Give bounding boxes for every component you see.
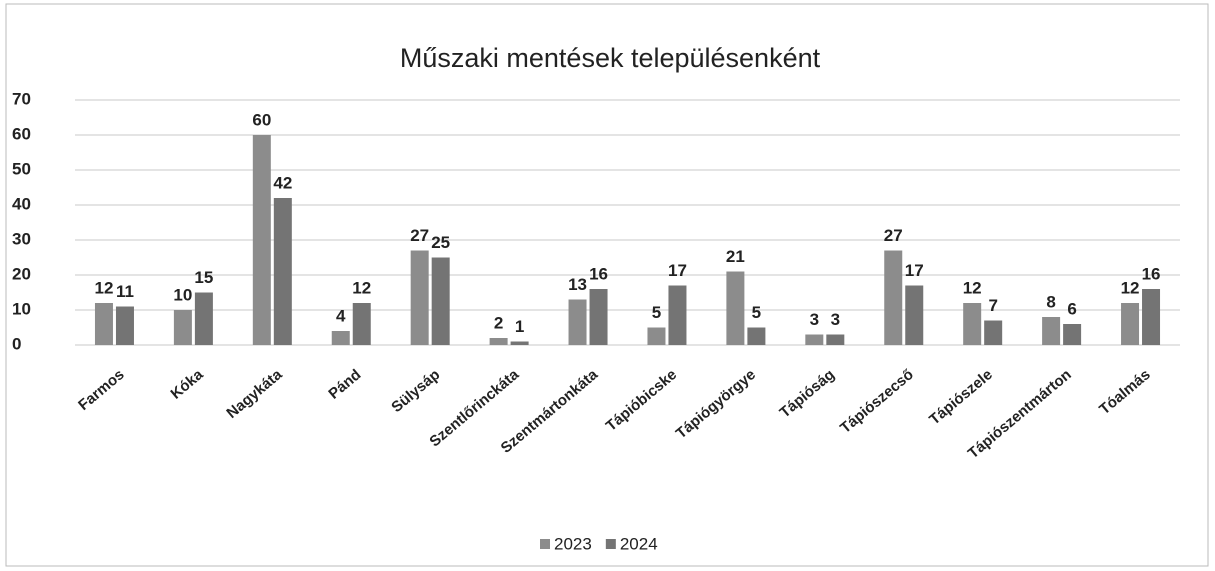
data-label: 3 xyxy=(831,310,840,329)
bar xyxy=(352,303,371,345)
y-tick-label: 50 xyxy=(12,159,31,178)
data-label: 4 xyxy=(336,306,346,325)
legend-label: 2024 xyxy=(620,534,658,553)
bar xyxy=(489,338,508,345)
legend-swatch xyxy=(540,539,550,549)
data-label: 6 xyxy=(1067,299,1076,318)
bar xyxy=(884,250,903,345)
bar xyxy=(984,320,1003,345)
chart-title: Műszaki mentések településenként xyxy=(400,43,821,73)
data-label: 8 xyxy=(1046,292,1055,311)
data-label: 16 xyxy=(1142,264,1161,283)
legend-swatch xyxy=(605,539,616,549)
bar xyxy=(1063,324,1082,345)
data-label: 10 xyxy=(173,285,192,304)
data-label: 27 xyxy=(884,226,903,245)
y-tick-label: 60 xyxy=(12,124,31,143)
y-tick-label: 0 xyxy=(12,334,21,353)
x-tick-label: Tápiószecső xyxy=(837,366,917,437)
bar xyxy=(1121,303,1140,345)
x-tick-label: Tápióbicske xyxy=(603,366,680,435)
data-label: 13 xyxy=(568,275,587,294)
bar xyxy=(273,198,292,345)
x-tick-label: Pánd xyxy=(325,366,364,403)
bar xyxy=(1042,317,1061,345)
data-label: 5 xyxy=(652,303,661,322)
bar xyxy=(410,250,429,345)
y-tick-label: 10 xyxy=(12,299,31,318)
bar xyxy=(963,303,982,345)
bar xyxy=(115,306,134,345)
chart-border xyxy=(5,3,1209,567)
x-tick-label: Tápiószele xyxy=(926,366,996,428)
legend-label: 2023 xyxy=(554,534,592,553)
y-tick-label: 40 xyxy=(12,194,31,213)
data-label: 5 xyxy=(752,303,761,322)
data-label: 7 xyxy=(988,296,997,315)
x-tick-label: Tóalmás xyxy=(1096,366,1154,418)
bar xyxy=(252,135,271,345)
data-label: 12 xyxy=(95,278,114,297)
data-label: 17 xyxy=(905,261,924,280)
bar xyxy=(747,327,766,345)
x-tick-label: Nagykáta xyxy=(223,366,286,422)
bar xyxy=(568,299,587,345)
data-label: 27 xyxy=(410,226,429,245)
bar xyxy=(726,271,745,345)
y-tick-label: 70 xyxy=(12,89,31,108)
bar xyxy=(331,331,350,345)
bar xyxy=(905,285,924,345)
x-tick-label: Tápióság xyxy=(777,366,838,421)
data-label: 42 xyxy=(273,173,292,192)
x-tick-label: Kóka xyxy=(167,366,207,403)
bar xyxy=(589,289,608,345)
data-label: 1 xyxy=(515,317,524,336)
bar xyxy=(94,303,113,345)
y-tick-label: 30 xyxy=(12,229,31,248)
data-label: 12 xyxy=(352,278,371,297)
bar xyxy=(647,327,666,345)
y-tick-label: 20 xyxy=(12,264,31,283)
data-label: 3 xyxy=(810,310,819,329)
data-label: 11 xyxy=(116,282,134,301)
data-label: 17 xyxy=(668,261,687,280)
bar xyxy=(510,341,529,345)
x-tick-label: Tápiógyörgye xyxy=(673,366,759,442)
bar xyxy=(668,285,687,345)
data-label: 21 xyxy=(726,247,745,266)
data-label: 25 xyxy=(431,233,450,252)
data-label: 16 xyxy=(589,264,608,283)
data-label: 2 xyxy=(494,313,503,332)
bar xyxy=(194,292,213,345)
data-label: 60 xyxy=(252,110,271,129)
bar xyxy=(173,310,192,345)
bar xyxy=(826,334,845,345)
data-label: 12 xyxy=(1121,278,1140,297)
bar xyxy=(805,334,824,345)
bar xyxy=(1142,289,1161,345)
data-label: 15 xyxy=(194,268,213,287)
bar xyxy=(431,257,450,345)
data-label: 12 xyxy=(963,278,982,297)
x-tick-label: Sülysáp xyxy=(388,366,443,416)
x-tick-label: Farmos xyxy=(75,366,127,414)
